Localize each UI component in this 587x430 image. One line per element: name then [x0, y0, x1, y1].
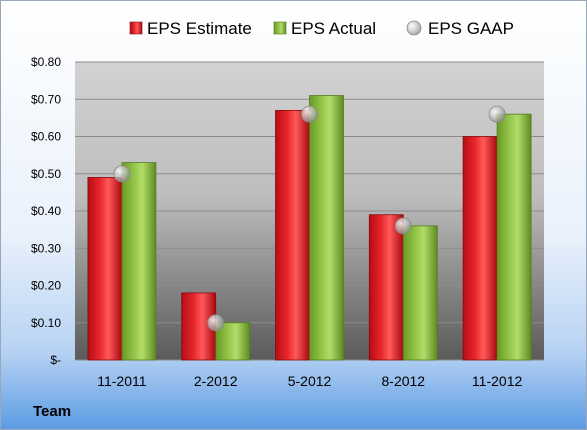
bar-eps-estimate: [275, 110, 310, 361]
legend-label: EPS Estimate: [147, 19, 252, 38]
bar-eps-actual: [215, 322, 251, 361]
y-tick-label: $0.10: [31, 316, 61, 330]
y-axis-ticks: $- $0.10 $0.20 $0.30 $0.40 $0.50 $0.60 $0.70 $0.…: [31, 55, 61, 367]
bar-eps-actual: [121, 162, 157, 361]
marker-eps-gaap: [113, 165, 131, 183]
bar-eps-actual: [309, 95, 344, 361]
legend: EPS Estimate EPS Actual EPS GAAP: [129, 19, 514, 38]
x-tick-label: 5-2012: [288, 373, 332, 389]
bar-eps-actual: [496, 113, 532, 361]
bar-eps-estimate: [368, 214, 404, 361]
footer-label: Team: [33, 403, 71, 420]
bars: [87, 95, 532, 361]
x-tick-label: 11-2012: [472, 373, 523, 389]
y-tick-label: $0.60: [31, 130, 61, 144]
legend-swatch: [129, 21, 143, 35]
marker-eps-gaap: [207, 314, 225, 332]
y-tick-label: $0.80: [31, 55, 61, 69]
x-axis-labels: 11-2011 2-2012 5-2012 8-2012 11-2012: [97, 373, 522, 389]
bar-eps-actual: [402, 225, 438, 361]
marker-eps-gaap: [301, 105, 318, 123]
marker-eps-gaap: [488, 105, 506, 123]
y-tick-label: $0.40: [31, 204, 61, 218]
y-tick-label: $0.70: [31, 92, 61, 106]
y-tick-label: $0.30: [31, 241, 61, 255]
x-tick-label: 11-2011: [97, 373, 147, 389]
legend-label: EPS GAAP: [428, 19, 514, 38]
x-tick-label: 8-2012: [382, 373, 426, 389]
legend-swatch: [273, 21, 287, 35]
y-tick-label: $0.50: [31, 167, 61, 181]
legend-label: EPS Actual: [291, 19, 376, 38]
gaap-markers: [113, 105, 506, 332]
y-tick-label: $-: [50, 353, 61, 367]
marker-eps-gaap: [394, 217, 412, 235]
legend-swatch: [406, 20, 422, 36]
bar-eps-estimate: [462, 136, 498, 361]
x-tick-label: 2-2012: [194, 373, 238, 389]
bar-eps-estimate: [87, 177, 123, 361]
y-tick-label: $0.20: [31, 279, 61, 293]
